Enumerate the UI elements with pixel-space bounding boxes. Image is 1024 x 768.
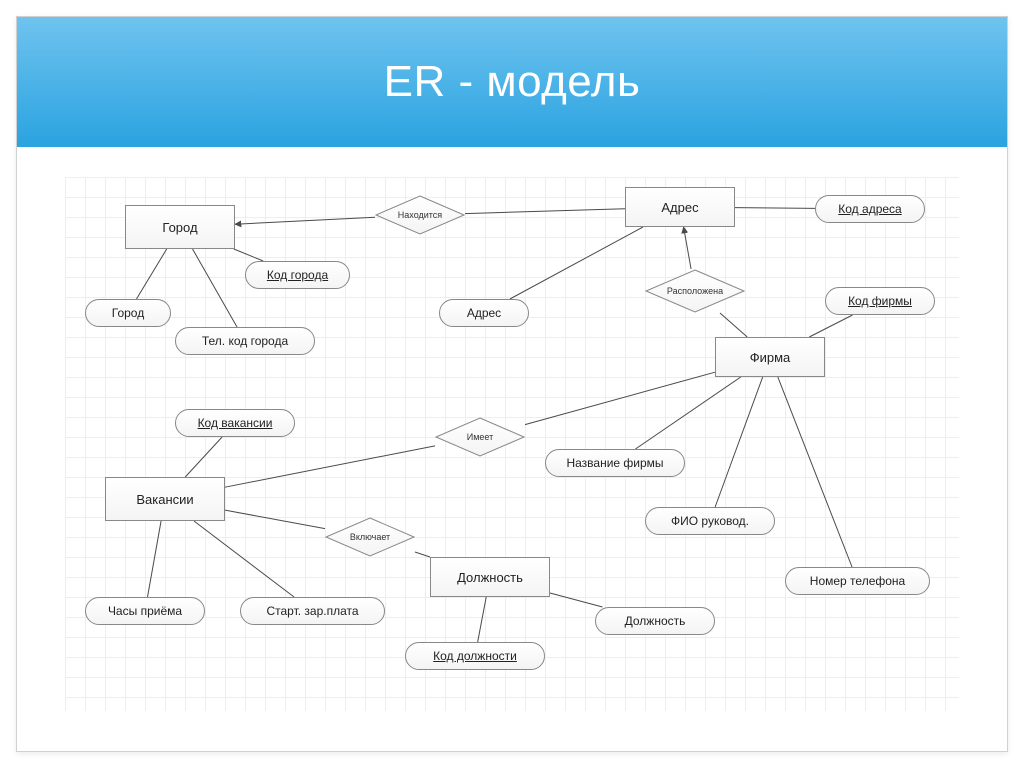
entity-gorod: Город [125, 205, 235, 249]
attr-tel_kod_goroda: Тел. код города [175, 327, 315, 355]
slide-title: ER - модель [384, 57, 641, 107]
entity-firma: Фирма [715, 337, 825, 377]
attr-nazv_firmy: Название фирмы [545, 449, 685, 477]
attr-kod_vakansii: Код вакансии [175, 409, 295, 437]
attr-kod_firmy: Код фирмы [825, 287, 935, 315]
attr-dolzhnost_attr: Должность [595, 607, 715, 635]
relationship-naxoditsya: Находится [375, 195, 465, 235]
attr-kod_adresa: Код адреса [815, 195, 925, 223]
attr-fio_rukov: ФИО руковод. [645, 507, 775, 535]
attr-kod_goroda: Код города [245, 261, 350, 289]
entity-dolzhnost: Должность [430, 557, 550, 597]
relationship-vklyuchaet: Включает [325, 517, 415, 557]
attr-gorod_attr: Город [85, 299, 171, 327]
er-diagram: Город Адрес Фирма Вакансии Должность Находитс… [65, 177, 959, 711]
slide-header: ER - модель [17, 17, 1007, 147]
relationship-raspolozhena: Расположена [645, 269, 745, 313]
entity-vakansii: Вакансии [105, 477, 225, 521]
relationship-imeet: Имеет [435, 417, 525, 457]
slide: ER - модель Город Адрес Фирма Вакансии Должн… [16, 16, 1008, 752]
attr-chasy_priema: Часы приёма [85, 597, 205, 625]
attr-start_zp: Старт. зар.плата [240, 597, 385, 625]
attr-adres_attr: Адрес [439, 299, 529, 327]
attr-nomer_tel: Номер телефона [785, 567, 930, 595]
attr-kod_dolzhnosti: Код должности [405, 642, 545, 670]
entity-adres: Адрес [625, 187, 735, 227]
